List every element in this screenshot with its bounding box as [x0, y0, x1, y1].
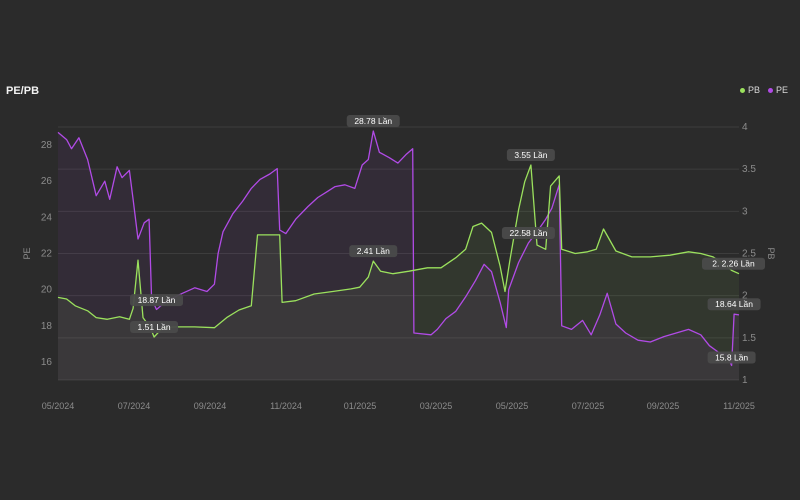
- y-right-tick-label: 3: [742, 206, 748, 217]
- data-label-bg: [130, 320, 179, 333]
- data-label: 18.87 Lần: [130, 294, 184, 307]
- data-label-bg: [707, 351, 756, 364]
- data-label: 22.58 Lần: [501, 227, 555, 240]
- data-label: 2. 2.26 Lần: [702, 257, 765, 270]
- data-label-text: 28.78 Lần: [354, 116, 392, 126]
- data-label: 2.41 Lần: [349, 245, 398, 258]
- data-label: 3.55 Lần: [506, 148, 555, 161]
- data-label: 1.51 Lần: [130, 320, 179, 333]
- y-left-tick-label: 22: [41, 249, 53, 260]
- legend-item-pb[interactable]: PB: [739, 85, 760, 95]
- data-label-bg: [130, 294, 184, 307]
- data-label-text: 2. 2.26 Lần: [712, 259, 755, 269]
- chart-title: PE/PB: [6, 85, 40, 97]
- x-tick-label: 03/2025: [420, 401, 453, 411]
- legend-dot-pb-icon: [739, 87, 745, 93]
- data-label-text: 22.58 Lần: [510, 228, 548, 238]
- data-label: 15.8 Lần: [707, 351, 756, 364]
- x-tick-label: 01/2025: [344, 401, 377, 411]
- data-label-text: 18.64 Lần: [715, 299, 753, 309]
- y-left-tick-label: 28: [41, 140, 53, 151]
- series-area-pb: [58, 165, 739, 380]
- y-left-tick-label: 24: [41, 212, 53, 223]
- series-area-pe: [58, 131, 739, 380]
- data-label-bg: [702, 257, 765, 270]
- y-left-tick-label: 26: [41, 176, 53, 187]
- data-label: 28.78 Lần: [346, 114, 400, 127]
- y-axis-left: 16 18 20 22 24 26 28 PE: [22, 140, 52, 368]
- data-label: 18.64 Lần: [707, 298, 761, 311]
- series-areas: [58, 131, 739, 380]
- y-right-tick-label: 4: [742, 122, 748, 133]
- data-label-text: 18.87 Lần: [138, 295, 176, 305]
- y-right-tick-label: 1.5: [742, 333, 756, 344]
- y-right-tick-label: 2.5: [742, 249, 756, 260]
- chart-legend: PB PE: [739, 85, 788, 95]
- data-label-text: 3.55 Lần: [514, 150, 547, 160]
- data-label-bg: [349, 245, 398, 258]
- legend-label-pb: PB: [747, 85, 760, 95]
- x-tick-label: 09/2025: [647, 401, 680, 411]
- x-tick-label: 07/2025: [572, 401, 605, 411]
- x-tick-label: 11/2024: [270, 401, 302, 411]
- x-tick-label: 05/2025: [496, 401, 529, 411]
- y-right-tick-label: 3.5: [742, 164, 756, 175]
- y-right-tick-label: 1: [742, 375, 748, 386]
- series-line-pe: [57, 130, 740, 367]
- data-label-text: 15.8 Lần: [715, 353, 748, 363]
- annotations: 18.87 Lần 28.78 Lần 22.58 Lần 18.64 Lần 15.8…: [130, 114, 765, 364]
- legend-dot-pe-icon: [767, 87, 773, 93]
- x-tick-label: 05/2024: [42, 401, 75, 411]
- data-label-bg: [506, 148, 555, 161]
- y-axis-right: 1 1.5 2 2.5 3 3.5 4 PB: [742, 122, 776, 386]
- y-left-tick-label: 18: [41, 321, 53, 332]
- data-label-bg: [346, 114, 400, 127]
- x-tick-label: 09/2024: [194, 401, 227, 411]
- y-right-axis-label: PB: [766, 247, 776, 259]
- data-label-bg: [501, 227, 555, 240]
- y-left-tick-label: 20: [41, 285, 53, 296]
- y-left-axis-label: PE: [22, 247, 32, 259]
- data-label-bg: [707, 298, 761, 311]
- x-tick-label: 11/2025: [723, 401, 755, 411]
- legend-label-pe: PE: [775, 85, 788, 95]
- data-label-text: 2.41 Lần: [357, 246, 390, 256]
- y-left-tick-label: 16: [41, 357, 53, 368]
- data-label-text: 1.51 Lần: [138, 322, 171, 332]
- x-axis: 05/2024 07/2024 09/2024 11/2024 01/2025 03/20…: [42, 401, 755, 411]
- y-right-tick-label: 2: [742, 291, 748, 302]
- legend-item-pe[interactable]: PE: [767, 85, 788, 95]
- x-tick-label: 07/2024: [118, 401, 151, 411]
